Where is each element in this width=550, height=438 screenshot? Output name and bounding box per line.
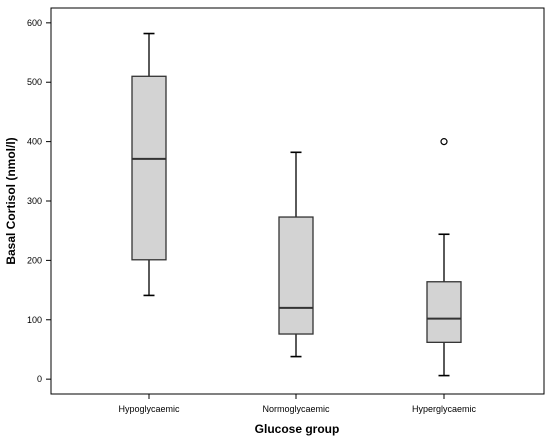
y-axis: 0 100 200 300 400 500 600 — [27, 18, 51, 384]
y-tick-label: 300 — [27, 196, 42, 206]
box-normoglycaemic — [278, 151, 314, 358]
y-tick-label: 200 — [27, 255, 42, 265]
x-tick-label: Normoglycaemic — [262, 404, 330, 414]
x-axis-title: Glucose group — [255, 422, 340, 436]
y-axis-title: Basal Cortisol (nmol/l) — [4, 137, 18, 264]
x-tick-label: Hyperglycaemic — [412, 404, 477, 414]
outlier-point — [440, 138, 448, 146]
boxes — [131, 32, 462, 377]
iqr-box — [426, 281, 462, 343]
y-tick-label: 500 — [27, 77, 42, 87]
x-axis: Hypoglycaemic Normoglycaemic Hyperglycaemi… — [118, 394, 477, 414]
iqr-box — [131, 75, 167, 261]
y-tick-label: 400 — [27, 137, 42, 147]
y-tick-label: 100 — [27, 315, 42, 325]
box-hypoglycaemic — [131, 32, 167, 297]
y-tick-label: 0 — [37, 374, 42, 384]
box-hyperglycaemic — [426, 138, 462, 377]
plot-frame — [50, 7, 545, 395]
x-tick-label: Hypoglycaemic — [118, 404, 180, 414]
y-tick-label: 600 — [27, 18, 42, 28]
iqr-box — [278, 216, 314, 335]
